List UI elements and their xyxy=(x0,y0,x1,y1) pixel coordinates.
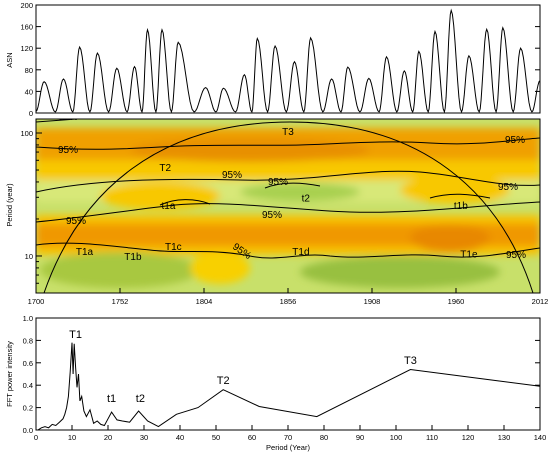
fft-frame xyxy=(35,317,541,431)
fft-xtick-label: 40 xyxy=(176,433,184,442)
power-blob-3 xyxy=(240,183,360,201)
wavelet-xtick-label: 1908 xyxy=(364,297,381,306)
asn-ytick-label: 40 xyxy=(25,87,33,96)
fft-xtick-label: 30 xyxy=(140,433,148,442)
fft-xtick-label: 110 xyxy=(426,433,438,442)
asn-panel: 0 40 80 120 160 200 ASN xyxy=(5,1,541,118)
coi-cone xyxy=(43,121,534,293)
fft-xtick-label: 90 xyxy=(356,433,364,442)
fft-peak-label: t1 xyxy=(107,393,116,405)
fft-xtick-label: 120 xyxy=(462,433,475,442)
wavelet-feature-label: t1a xyxy=(162,201,176,212)
fft-peak-label: T1 xyxy=(69,329,82,341)
power-blob-6 xyxy=(300,256,500,288)
fft-ytick-label: 0.4 xyxy=(23,381,33,390)
fft-ytick-label: 0.6 xyxy=(23,359,33,368)
sig-label-2: 95% xyxy=(58,145,78,156)
sig-label-1: 95% xyxy=(58,112,78,123)
fft-ytick-label: 0.0 xyxy=(23,426,33,435)
wavelet-feature-label: T1a xyxy=(76,247,94,258)
fft-annotations: T1 t1 t2 T2 T3 xyxy=(69,329,417,405)
fft-ylabel: FFT power intensity xyxy=(5,341,14,407)
sig-label-8: 95% xyxy=(66,216,86,227)
fft-ytick-label: 0.8 xyxy=(23,336,33,345)
asn-ticks: 0 40 80 120 160 200 xyxy=(20,1,540,118)
asn-ytick-label: 200 xyxy=(20,1,33,10)
wavelet-feature-label: T1d xyxy=(292,247,309,258)
wavelet-power-map xyxy=(36,128,540,288)
sig-label-6: 95% xyxy=(498,182,518,193)
wavelet-feature-label: T2 xyxy=(159,163,171,174)
wavelet-feature-label: T1e xyxy=(460,249,478,260)
wavelet-xtick-label: 2012 xyxy=(532,297,548,306)
asn-ytick-label: 80 xyxy=(25,66,33,75)
power-blob-4 xyxy=(130,138,370,162)
wavelet-ticks: 1700 1752 1804 1856 1908 1960 2012 100 10 xyxy=(20,129,548,306)
asn-ytick-label: 0 xyxy=(29,109,33,118)
wavelet-ylabel: Period (year) xyxy=(5,183,14,227)
sig-label-3: 95% xyxy=(505,135,525,146)
sig-label-10: 95% xyxy=(506,250,526,261)
sig-label-4: 95% xyxy=(222,170,242,181)
asn-series-line xyxy=(35,8,541,114)
power-blob-7 xyxy=(190,252,250,284)
wavelet-feature-label: t2 xyxy=(302,193,311,204)
wavelet-xtick-label: 1960 xyxy=(448,297,465,306)
wavelet-feature-labels: T3 T2 t1a t2 t1b T1a T1b T1c T1d T1e xyxy=(76,127,478,263)
asn-ytick-label: 120 xyxy=(20,44,33,53)
fft-xtick-label: 0 xyxy=(34,433,38,442)
asn-ylabel: ASN xyxy=(5,52,14,67)
wavelet-feature-label: t1b xyxy=(454,201,468,212)
wavelet-xtick-label: 1804 xyxy=(196,297,213,306)
power-blob-1 xyxy=(100,182,220,210)
sig-label-7: 95% xyxy=(262,210,282,221)
wavelet-feature-label: T1b xyxy=(124,252,142,263)
wavelet-xtick-label: 1752 xyxy=(112,297,129,306)
fft-ytick-label: 0.2 xyxy=(23,404,33,413)
fft-peak-label: T3 xyxy=(404,355,417,367)
power-blob-2 xyxy=(400,176,510,204)
fft-xtick-label: 130 xyxy=(498,433,511,442)
fft-panel: 0 10 20 30 40 50 60 70 80 90 100 110 120 130 140 0.0 0.2… xyxy=(5,314,546,452)
fft-xtick-label: 20 xyxy=(104,433,112,442)
wavelet-feature-label: T1c xyxy=(165,242,182,253)
fft-ytick-label: 1.0 xyxy=(23,314,33,323)
wavelet-feature-label: T3 xyxy=(282,127,294,138)
fft-xtick-label: 140 xyxy=(534,433,547,442)
fft-xtick-label: 50 xyxy=(212,433,220,442)
fft-xtick-label: 10 xyxy=(68,433,76,442)
power-blob-5 xyxy=(40,252,200,288)
asn-ytick-label: 160 xyxy=(20,23,33,32)
power-band-mid xyxy=(36,160,540,180)
wavelet-xtick-label: 1700 xyxy=(28,297,45,306)
sig-label-5: 95% xyxy=(268,177,288,188)
wavelet-ytick-label: 100 xyxy=(20,129,33,138)
wavelet-ytick-label: 10 xyxy=(25,252,33,261)
wavelet-xtick-label: 1856 xyxy=(280,297,297,306)
fft-series-line xyxy=(37,342,540,430)
fft-xtick-label: 80 xyxy=(320,433,328,442)
fft-peak-label: t2 xyxy=(136,393,145,405)
significance-contours xyxy=(36,119,540,259)
power-blob-8 xyxy=(410,224,490,252)
fft-xlabel: Period (Year) xyxy=(266,443,310,452)
fft-peak-label: T2 xyxy=(217,375,230,387)
fft-ticks: 0 10 20 30 40 50 60 70 80 90 100 110 120 130 140 0.0 0.2… xyxy=(23,314,547,442)
fft-xtick-label: 70 xyxy=(284,433,292,442)
fft-xtick-label: 60 xyxy=(248,433,256,442)
fft-xtick-label: 100 xyxy=(390,433,403,442)
asn-frame xyxy=(35,4,541,114)
